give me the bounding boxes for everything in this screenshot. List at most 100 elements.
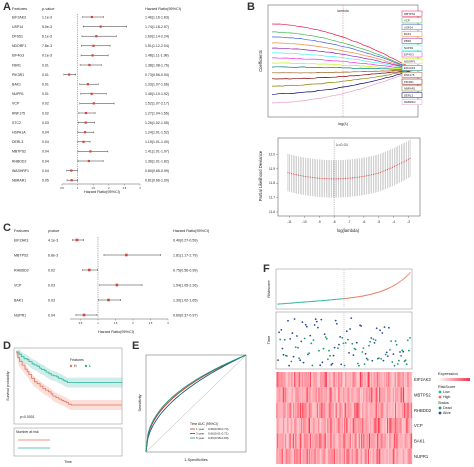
forest-c-factor: NUPR1 (14, 313, 26, 317)
heatmap-cell (328, 387, 330, 403)
survival-time-point (302, 361, 305, 364)
heatmap-cell (333, 418, 336, 434)
heatmap-cell (295, 433, 297, 449)
heatmap-cell (308, 402, 311, 418)
heatmap-cell (329, 402, 331, 418)
heatmap-cell (285, 433, 287, 449)
heatmap-cell (375, 433, 378, 449)
lasso-legend-box (401, 58, 423, 65)
forest-a-factor: WASHRF1 (12, 169, 29, 173)
km-risk-title: Number at risk (16, 430, 39, 434)
riskscore-point (311, 300, 313, 302)
riskscore-point (371, 293, 373, 295)
heatmap-cell (406, 433, 408, 449)
roc-diagonal (145, 354, 247, 453)
riskscore-point (278, 303, 280, 305)
heatmap-cell (398, 418, 400, 434)
panel-b: B lambda MBTPS2 VCP USP14 BAK1 PBR1 NUPR1 EIF4… (247, 1, 423, 233)
heatmap-cell (322, 418, 324, 434)
riskscore-point (357, 296, 359, 298)
survival-time-point (309, 334, 312, 337)
heatmap-cell (327, 418, 329, 434)
cv-mean-point (357, 176, 359, 178)
survival-time-point (294, 346, 297, 348)
heatmap-cell (371, 448, 373, 464)
heatmap-cell (359, 433, 362, 449)
forest-c-estimate (75, 238, 79, 242)
survival-time-point (305, 325, 308, 328)
heatmap-cell (362, 418, 364, 434)
heatmap-cell (344, 433, 346, 449)
heatmap-cell (387, 433, 389, 449)
heatmap-cell (336, 418, 338, 434)
heatmap-cell (293, 372, 295, 388)
cv-ytick-label: 11.6 (269, 210, 275, 214)
heatmap-cell (399, 372, 401, 388)
heatmap-cell (316, 387, 319, 403)
lasso-legend-label: PBR1 (404, 39, 412, 43)
riskscore-point (332, 299, 335, 301)
forest-a-factor: VCP (12, 102, 20, 106)
survival-time-point (385, 351, 388, 354)
survival-time-point (332, 354, 335, 357)
km-curve-low-ci-band (16, 349, 123, 388)
forest-a-estimate (95, 35, 98, 38)
heatmap-cell (313, 433, 315, 449)
heatmap-cell (366, 418, 368, 434)
riskscore-point (377, 291, 379, 293)
survival-time-point (372, 338, 375, 340)
forest-a-hr-text: 1.52(1.07-2.17) (145, 102, 169, 106)
heatmap-cell (350, 448, 353, 464)
forest-a-plot: EIF2AK3 1.1e-3 1.46(1.16-1.83) USP14 5.0e-3 1… (12, 14, 169, 190)
heatmap-cell (337, 372, 339, 388)
heatmap-cell (395, 387, 397, 403)
heatmap-cell (370, 448, 372, 464)
riskscore-point (280, 303, 282, 305)
forest-a-factor: NBRAR1 (12, 179, 26, 183)
survival-time-point (352, 354, 355, 356)
survival-time-point (344, 342, 347, 344)
heatmap-cell (308, 418, 311, 434)
heatmap-cell (354, 448, 356, 464)
heatmap-cell (322, 448, 324, 464)
heatmap-cell (382, 418, 384, 434)
heatmap-cell (333, 402, 336, 418)
heatmap-cell (346, 387, 348, 403)
heatmap-cell (390, 418, 392, 434)
cv-mean-point (294, 173, 296, 175)
cv-xtick-label: -4 (392, 220, 395, 224)
survival-time-point (317, 326, 319, 329)
survival-time-point (321, 361, 324, 364)
lasso-legend-label: RHBDD2 (404, 100, 416, 104)
survival-time-point (335, 322, 338, 325)
heatmap-cell (366, 402, 368, 418)
heatmap-cell (283, 448, 286, 464)
heatmap-cell (401, 372, 404, 388)
heatmap-cell (361, 433, 363, 449)
riskscore-point (401, 279, 403, 281)
survival-time-point (313, 324, 316, 326)
heatmap-cell (302, 372, 304, 388)
heatmap-cell (324, 402, 327, 418)
riskscore-point (320, 300, 322, 302)
forest-c-hr-text: 0.75(0.56-0.99) (173, 268, 198, 272)
forest-a-estimate (70, 179, 73, 182)
roc-ylabel: Sensitivity (138, 394, 142, 411)
forest-a-tick-label: 1 (77, 186, 79, 190)
riskscore-point (383, 289, 386, 291)
cv-mean-point (362, 175, 364, 177)
heatmap-cell (399, 387, 401, 403)
heatmap-cell (375, 448, 378, 464)
heatmap-cell (399, 402, 401, 418)
forest-c-pvalue: 0.04 (48, 313, 55, 317)
heatmap-cell (384, 433, 387, 449)
lasso-xlabel: log(λ) (338, 121, 349, 126)
heatmap-cell (375, 387, 378, 403)
status-legend-dead: Dead (443, 406, 452, 410)
heatmap-cell (282, 448, 285, 464)
cv-mean-point (332, 178, 334, 180)
heatmap-cell (348, 387, 350, 403)
cv-mean-point (393, 165, 395, 168)
heatmap-cell (400, 448, 402, 464)
heatmap-cell (319, 418, 321, 434)
